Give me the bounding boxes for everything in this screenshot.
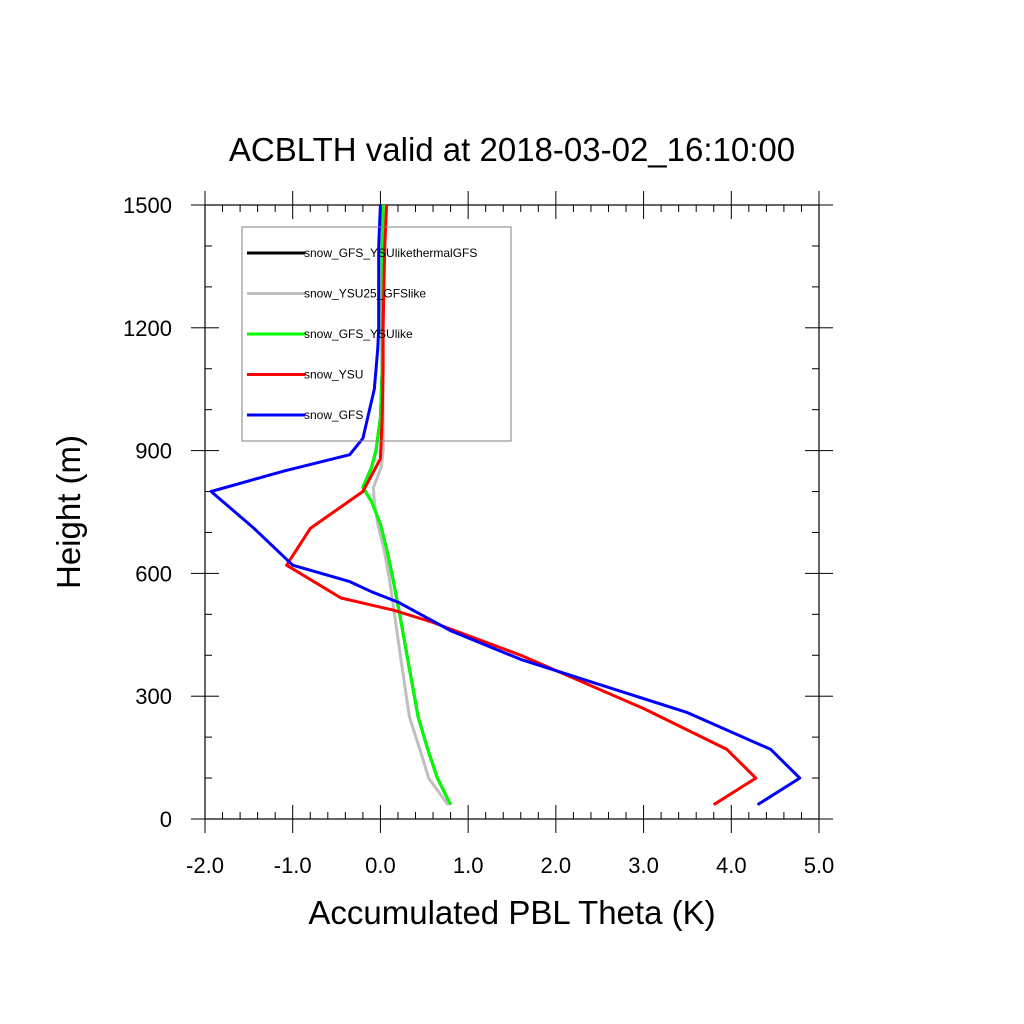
x-tick-label: 5.0 [804, 853, 835, 878]
legend-label: snow_GFS_YSUlikethermalGFS [304, 246, 477, 260]
legend-box [241, 226, 512, 442]
y-tick-label: 1500 [123, 193, 172, 218]
series-layer [209, 204, 802, 806]
y-tick-label: 900 [135, 439, 172, 464]
y-tick-label: 300 [135, 684, 172, 709]
y-tick-label: 1200 [123, 316, 172, 341]
x-tick-label: 3.0 [628, 853, 659, 878]
x-tick-label: -2.0 [186, 853, 224, 878]
x-tick-label: 0.0 [365, 853, 396, 878]
chart-title: ACBLTH valid at 2018-03-02_16:10:00 [229, 131, 795, 168]
y-axis-title: Height (m) [50, 435, 87, 589]
legend-label: snow_YSU25_GFSlike [304, 287, 426, 301]
x-tick-label: 1.0 [453, 853, 484, 878]
legend: snow_GFS_YSUlikethermalGFS snow_YSU25_GFS… [241, 226, 512, 442]
legend-label: snow_YSU [304, 368, 363, 382]
x-tick-label: -1.0 [274, 853, 312, 878]
y-tick-label: 0 [160, 807, 172, 832]
plot-frame [204, 204, 820, 820]
series-line-snow_GFS [209, 204, 802, 806]
y-tick-label: 600 [135, 561, 172, 586]
legend-label: snow_GFS [304, 408, 363, 422]
legend-label: snow_GFS_YSUlike [304, 327, 413, 341]
series-line-snow_YSU [285, 204, 758, 806]
axes: -2.0 -1.0 0.0 1.0 2.0 3.0 4.0 5.0 0 300 600 900 1200… [123, 191, 834, 878]
x-axis-title: Accumulated PBL Theta (K) [308, 894, 715, 931]
x-tick-label: 4.0 [716, 853, 747, 878]
x-tick-label: 2.0 [541, 853, 572, 878]
